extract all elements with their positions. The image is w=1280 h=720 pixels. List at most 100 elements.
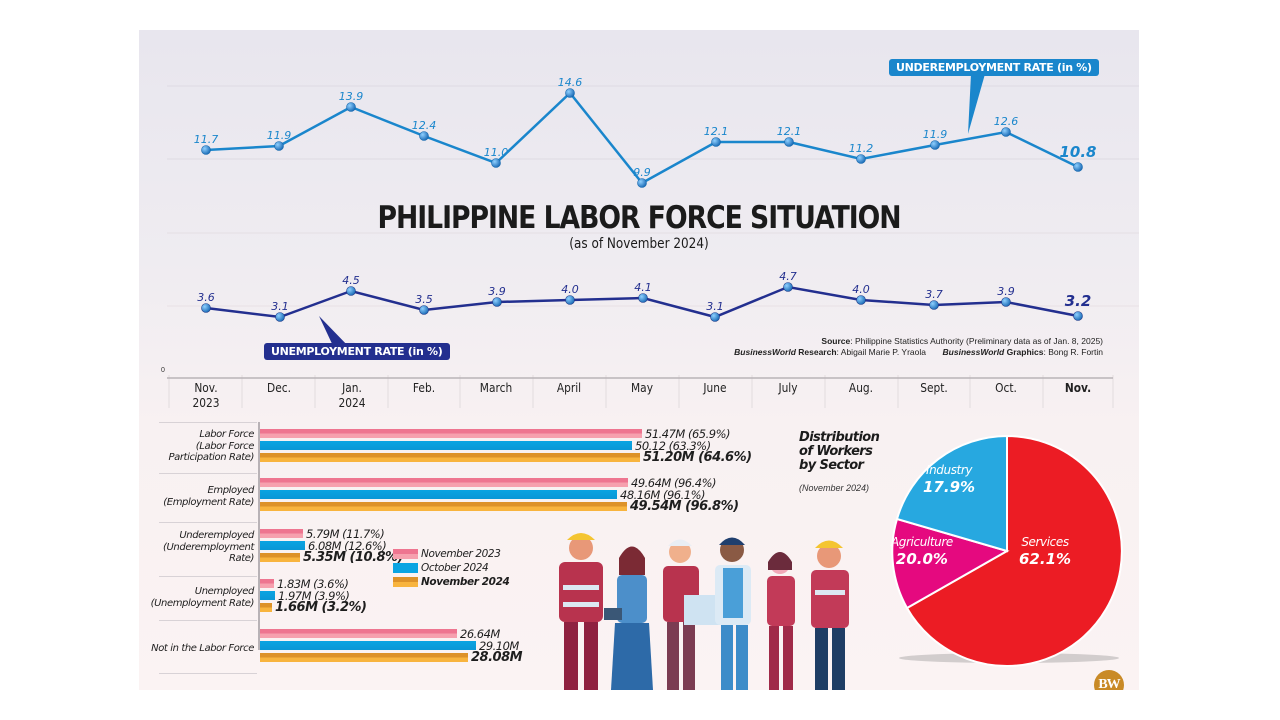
workers-illustration (559, 533, 849, 690)
infographic: 11.7 11.9 13.9 12.4 11.0 14.6 9.9 12.1 12.1 11… (139, 30, 1139, 690)
bar-labor-force-oct2024 (260, 441, 632, 450)
bar-category-not-in-labor-force: Not in the Labor Force (151, 643, 254, 654)
month-label: March (479, 380, 513, 395)
svg-text:13.9: 13.9 (339, 90, 364, 103)
svg-text:4.1: 4.1 (634, 281, 652, 294)
month-label: Oct. (995, 380, 1017, 395)
svg-text:4.5: 4.5 (342, 274, 360, 287)
svg-text:4.0: 4.0 (561, 283, 579, 296)
row-divider (159, 673, 257, 674)
svg-text:3.9: 3.9 (997, 285, 1015, 298)
legend-item-oct2024: October 2024 (393, 562, 489, 574)
bar-value: 29.10M (479, 639, 519, 653)
bar-chart-axis (258, 422, 260, 650)
svg-text:14.6: 14.6 (558, 76, 583, 89)
bar-underemployed-nov2024 (260, 553, 300, 562)
bar-value: 49.54M (96.8%) (630, 499, 739, 514)
underemployment-callout-pointer (968, 74, 985, 134)
bar-value: 28.08M (471, 650, 523, 665)
svg-text:3.9: 3.9 (488, 285, 506, 298)
bar-category-unemployed: Unemployed (Unemployment Rate) (150, 586, 255, 609)
pie-label-industry: Industry 17.9% (923, 463, 976, 496)
bar-value: 26.64M (460, 627, 500, 641)
legend-item-nov2024: November 2024 (393, 576, 510, 588)
month-label-current: Nov. (1064, 380, 1092, 395)
bar-underemployed-oct2024 (260, 541, 305, 550)
row-divider (159, 422, 257, 423)
bar-value: 5.79M (11.7%) (306, 527, 385, 541)
svg-text:12.1: 12.1 (777, 125, 802, 138)
bar-value: 1.83M (3.6%) (277, 577, 349, 591)
legend-swatch (393, 563, 418, 573)
underemployment-labels: 11.7 11.9 13.9 12.4 11.0 14.6 9.9 12.1 12.1 11… (194, 76, 1097, 179)
month-label: Jan. 2024 (338, 380, 366, 410)
pie-label-agriculture: Agriculture 20.0% (891, 535, 953, 568)
svg-text:3.6: 3.6 (197, 291, 215, 304)
row-divider (159, 576, 257, 577)
month-label: June (703, 380, 727, 395)
bar-underemployed-nov2023 (260, 529, 303, 538)
svg-text:3.5: 3.5 (415, 293, 433, 306)
svg-text:4.7: 4.7 (779, 270, 797, 283)
legend-swatch (393, 577, 418, 587)
svg-text:11.0: 11.0 (484, 146, 509, 159)
pie-title: Distribution of Workers by Sector (799, 430, 880, 473)
source-line: Source: Philippine Statistics Authority … (821, 336, 1103, 346)
month-label: Feb. (412, 380, 436, 395)
unemployment-labels: 3.63.14.5 3.53.9 4.0 4.13.14.7 4.0 3.7 3.9 … (197, 270, 1091, 313)
pie-slice-services (905, 434, 1123, 667)
svg-text:12.6: 12.6 (994, 115, 1019, 128)
month-label: July (778, 380, 798, 395)
bar-value: 1.66M (3.2%) (275, 600, 367, 615)
bar-value: 48.16M (96.1%) (620, 488, 706, 502)
svg-text:11.9: 11.9 (267, 129, 292, 142)
bar-labor-force-nov2024 (260, 453, 640, 462)
page-subtitle: (as of November 2024) (569, 236, 709, 252)
bar-value: 49.64M (96.4%) (631, 476, 717, 490)
pie-slice-industry (895, 434, 1008, 553)
month-label: Sept. (920, 380, 948, 395)
svg-text:10.8: 10.8 (1059, 143, 1096, 161)
svg-text:12.4: 12.4 (412, 119, 437, 132)
bar-not-in-lf-nov2024 (260, 653, 468, 662)
pie-subtitle: (November 2024) (799, 483, 870, 493)
axis-zero-label: 0 (161, 367, 165, 374)
row-divider (159, 522, 257, 523)
bar-category-employed: Employed (Employment Rate) (163, 485, 254, 508)
month-label: May (631, 380, 653, 395)
bar-unemployed-nov2023 (260, 579, 274, 588)
month-label: April (556, 380, 582, 395)
bar-value: 1.97M (3.9%) (278, 589, 350, 603)
svg-text:3.1: 3.1 (271, 300, 289, 313)
businessworld-logo: BW (1094, 670, 1124, 690)
bar-not-in-lf-nov2023 (260, 629, 457, 638)
bar-labor-force-nov2023 (260, 429, 642, 438)
bar-unemployed-oct2024 (260, 591, 275, 600)
month-label: Aug. (848, 380, 874, 395)
svg-text:3.1: 3.1 (706, 300, 724, 313)
line-charts: 11.7 11.9 13.9 12.4 11.0 14.6 9.9 12.1 12.1 11… (167, 74, 1139, 690)
unemployment-callout-pointer (319, 316, 350, 348)
underemployment-points (201, 88, 1083, 188)
bar-employed-nov2024 (260, 502, 627, 511)
source-credits: Source: Philippine Statistics Authority … (734, 336, 1103, 358)
credits-line: BusinessWorld Research: Abigail Marie P.… (734, 347, 1103, 357)
month-label: Dec. (267, 380, 291, 395)
page-title: PHILIPPINE LABOR FORCE SITUATION (377, 200, 901, 236)
bar-not-in-lf-oct2024 (260, 641, 476, 650)
bar-value: 5.35M (10.8%) (303, 550, 404, 565)
bar-unemployed-nov2024 (260, 603, 272, 612)
bar-employed-oct2024 (260, 490, 617, 499)
pie-slice-agriculture (891, 517, 1010, 610)
svg-text:3.7: 3.7 (925, 288, 943, 301)
bar-category-labor-force: Labor Force (Labor Force Participation Rat… (168, 429, 254, 463)
unemployment-rate-callout: UNEMPLOYMENT RATE (in %) (264, 343, 450, 360)
month-label: Nov. 2023 (192, 380, 220, 410)
row-divider (159, 473, 257, 474)
underemployment-rate-callout: UNDEREMPLOYMENT RATE (in %) (889, 59, 1099, 76)
bar-value: 6.08M (12.6%) (308, 539, 387, 553)
bar-value: 51.20M (64.6%) (643, 450, 752, 465)
svg-text:11.2: 11.2 (849, 142, 874, 155)
svg-text:11.7: 11.7 (194, 133, 219, 146)
month-separators (168, 375, 1114, 408)
